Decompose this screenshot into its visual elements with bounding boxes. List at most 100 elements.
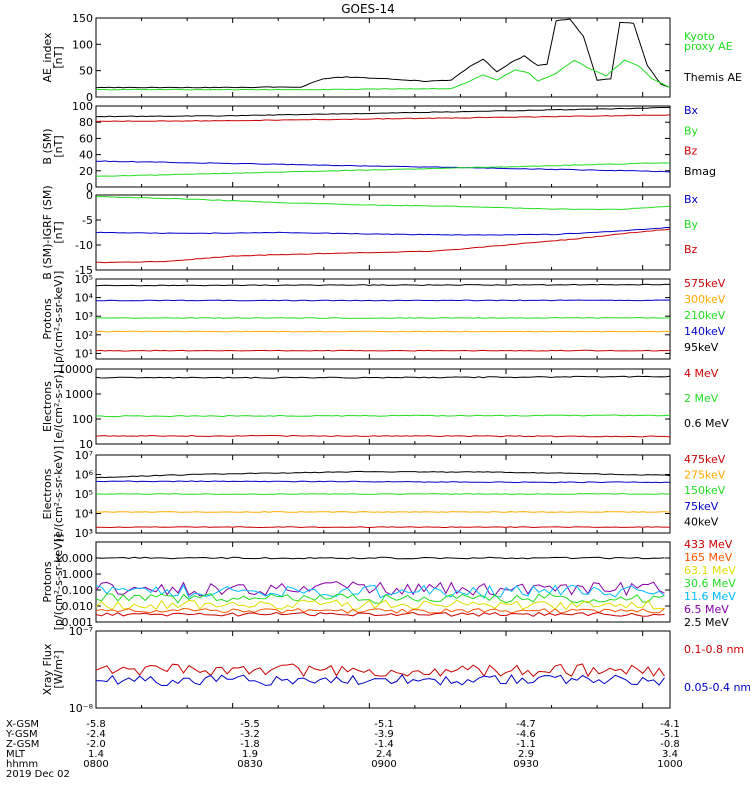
series-line (96, 114, 670, 122)
footer-value: -4.1 (660, 719, 680, 730)
y-tick-label: 10⁴ (75, 292, 94, 305)
footer-row-label: Y-GSM (5, 729, 38, 740)
legend-entry: 40keV (684, 515, 719, 528)
y-tick-label: 60 (79, 132, 93, 145)
footer-value: -1.8 (240, 739, 260, 750)
legend-entry: 4 MeV (684, 367, 719, 380)
footer-value: -4.7 (516, 719, 536, 730)
y-axis-label: Electrons (41, 381, 54, 432)
footer-value: -5.8 (86, 719, 106, 730)
y-tick-label: 10⁵ (75, 273, 93, 286)
y-axis-label: B (SM) (41, 128, 54, 164)
y-axis-label: Protons (41, 561, 54, 602)
footer-value: -4.6 (516, 729, 536, 740)
series-line (96, 526, 670, 529)
panel-7: 10⁻⁸ 10⁻⁷ Xray Flux[W/m²] 0.1-0.8 nm 0.05-0.… (41, 625, 750, 715)
y-tick-label: 1.000 (62, 568, 94, 581)
y-tick-label: 0.010 (62, 600, 94, 613)
y-axis-label: [p/(cm²-s-sr-keV)] (52, 534, 65, 631)
legend-entry: Themis AE (683, 71, 742, 84)
panel-frame (95, 278, 671, 360)
y-tick-label: 80 (79, 116, 93, 129)
y-tick-label: 150 (72, 12, 93, 25)
series-line (96, 59, 670, 91)
y-tick-label: 20 (79, 165, 93, 178)
legend-entry: 6.5 MeV (684, 603, 729, 616)
y-axis-label: [e/(cm²-s-sr-keV)] (52, 446, 65, 542)
legend-entry: 0.05-0.4 nm (684, 681, 750, 694)
series-line (96, 480, 670, 484)
y-tick-label: 10¹ (75, 347, 93, 360)
series-line (96, 611, 665, 617)
y-tick-label: 0 (86, 181, 93, 194)
series-line (96, 283, 670, 287)
legend-entry: 300keV (684, 293, 726, 306)
legend-entry: 210keV (684, 309, 726, 322)
y-axis-label: [nT] (52, 221, 65, 243)
y-tick-label: 10000 (58, 363, 93, 376)
series-line (96, 330, 670, 333)
y-axis-label: Electrons (41, 468, 54, 519)
series-line (96, 470, 670, 479)
y-axis-label: AE_index (41, 32, 54, 83)
footer-value: -2.4 (86, 729, 106, 740)
panel-frame (95, 630, 671, 709)
footer-value: -3.2 (240, 729, 260, 740)
panel-2: -15 -10 -5 0 B (SM)-IGRF (SM)[nT] Bx By Bz (41, 185, 699, 279)
panel-6: 0.001 0.010 0.100 1.000 10.000Protons[p/(cm²… (41, 534, 736, 631)
legend-entry: 63.1 MeV (684, 564, 736, 577)
series-line (96, 584, 665, 599)
y-axis-label: [p/(cm²-s-sr-keV)] (52, 271, 65, 368)
footer-value: 1.9 (242, 749, 258, 760)
y-tick-label: 0.001 (62, 616, 94, 629)
legend-entry: 2 MeV (684, 392, 719, 405)
footer-row-label: hhmm (6, 759, 38, 770)
footer-row-label: X-GSM (6, 719, 39, 730)
footer-group: X-GSM -5.8 -5.5 -5.1 -4.7 -4.1 Y-GSM -2.4 -3.2 -3… (5, 719, 683, 780)
footer-value: -5.5 (240, 719, 260, 730)
legend-entry: 2.5 MeV (684, 616, 729, 629)
panel-3: 10¹ 10² 10³ 10⁴ 10⁵ Protons[p/(cm²-s-sr-keV)]… (41, 271, 726, 368)
legend-entry: 140keV (684, 325, 726, 338)
panel-1: 0 20 40 60 80 100 B (SM)[nT] Bx By Bz Bmag (41, 100, 716, 194)
footer-value: 1000 (657, 759, 682, 770)
legend-entry: 275keV (684, 469, 726, 482)
y-tick-label: 50 (79, 65, 93, 78)
footer-value: -5.1 (374, 719, 394, 730)
y-tick-label: 40 (79, 149, 93, 162)
y-tick-label: 10² (75, 329, 93, 342)
series-line (96, 299, 670, 302)
y-tick-label: 10⁻⁷ (69, 625, 93, 638)
y-tick-label: 100 (72, 38, 93, 51)
legend-entry: 0.1-0.8 nm (684, 643, 744, 656)
series-line (96, 228, 670, 264)
y-tick-label: 10⁶ (75, 469, 94, 482)
legend-entry: Bz (684, 145, 698, 158)
y-axis-label: [W/m²] (52, 650, 65, 688)
footer-value: 1.4 (88, 749, 104, 760)
y-tick-label: 10³ (75, 310, 93, 323)
legend-entry: Bz (684, 243, 698, 256)
footer-value: 2.4 (376, 749, 392, 760)
y-axis-label: Xray Flux (41, 643, 54, 695)
footer-value: -5.1 (660, 729, 680, 740)
legend-entry: 433 MeV (684, 538, 733, 551)
series-line (96, 493, 670, 495)
legend-entry: 95keV (684, 341, 719, 354)
y-tick-label: 10³ (75, 527, 93, 540)
y-tick-label: 10⁵ (75, 488, 93, 501)
footer-row-label: MLT (6, 749, 26, 760)
legend-entry: Bx (684, 104, 699, 117)
legend-entry: 11.6 MeV (684, 590, 736, 603)
panel-frame (95, 368, 671, 445)
series-line (96, 581, 665, 597)
series-line (96, 663, 665, 678)
y-axis-label: [nT] (52, 135, 65, 157)
series-line (96, 160, 670, 173)
legend-entry: 30.6 MeV (684, 577, 736, 590)
series-line (96, 556, 665, 560)
y-tick-label: 0.100 (62, 584, 94, 597)
series-line (96, 196, 670, 211)
